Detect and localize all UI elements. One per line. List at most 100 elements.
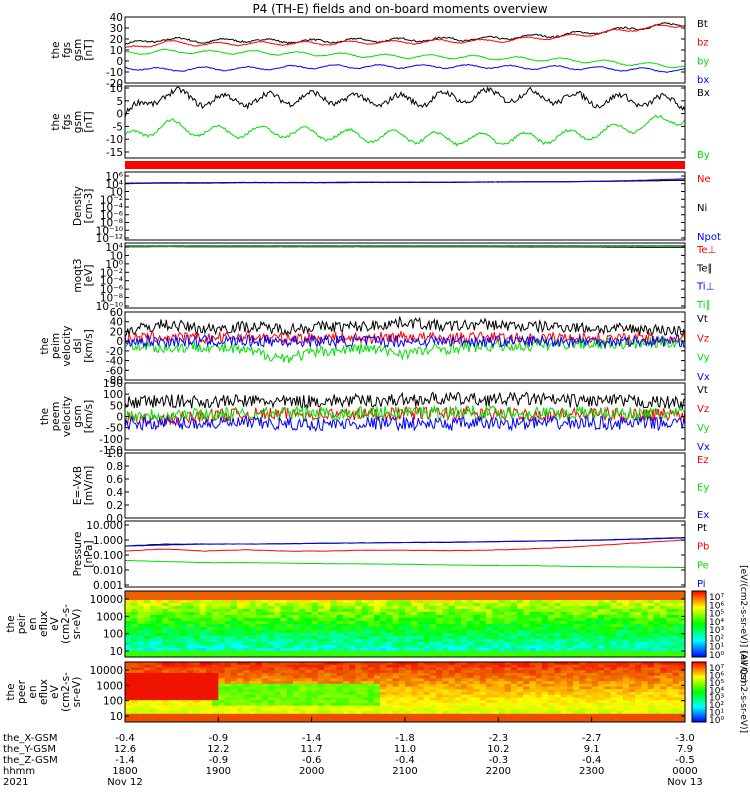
xaxis-row-label: hhmm [3, 766, 35, 777]
heatmap-cell [156, 627, 163, 631]
heatmap-cell [542, 609, 549, 613]
heatmap-cell [492, 651, 499, 655]
heatmap-cell [635, 600, 642, 604]
ytick-label: 1000 [96, 611, 123, 623]
heatmap-cell [343, 603, 350, 607]
heatmap-cell [430, 633, 437, 637]
heatmap-cell [648, 639, 655, 643]
heatmap-cell [225, 648, 232, 652]
heatmap-cell [150, 615, 157, 619]
heatmap-cell [262, 606, 269, 610]
heatmap-cell [467, 603, 474, 607]
heatmap-cell [386, 636, 393, 640]
heatmap-cell [455, 618, 462, 622]
heatmap-cell [380, 624, 387, 628]
heatmap-cell [212, 618, 219, 622]
heatmap-cell [523, 618, 530, 622]
heatmap-cell [137, 642, 144, 646]
heatmap-cell [411, 609, 418, 613]
heatmap-cell [585, 639, 592, 643]
heatmap-cell [411, 612, 418, 616]
heatmap-cell [393, 600, 400, 604]
heatmap-cell [635, 594, 642, 598]
heatmap-cell [573, 612, 580, 616]
panel-frame [125, 453, 685, 518]
heatmap-cell [318, 648, 325, 652]
heatmap-cell [592, 627, 599, 631]
heatmap-cell [287, 633, 294, 637]
heatmap-cell [243, 600, 250, 604]
heatmap-cell [598, 612, 605, 616]
heatmap-cell [293, 597, 300, 601]
heatmap-cell [648, 591, 655, 595]
heatmap-cell [660, 633, 667, 637]
heatmap-cell [536, 594, 543, 598]
heatmap-cell [529, 633, 536, 637]
heatmap-cell [137, 618, 144, 622]
heatmap-cell [623, 597, 630, 601]
heatmap-cell [598, 591, 605, 595]
heatmap-cell [243, 591, 250, 595]
heatmap-cell [411, 624, 418, 628]
xtick-label: -1.4 [302, 733, 322, 744]
heatmap-cell [517, 600, 524, 604]
heatmap-cell [256, 621, 263, 625]
heatmap-cell [461, 609, 468, 613]
heatmap-cell [131, 633, 138, 637]
heatmap-cell [206, 639, 213, 643]
heatmap-cell [498, 615, 505, 619]
heatmap-cell [337, 633, 344, 637]
legend-entry: bz [697, 38, 709, 49]
heatmap-cell [573, 642, 580, 646]
heatmap-cell [517, 651, 524, 655]
heatmap-cell [355, 603, 362, 607]
xtick-label: Nov 12 [107, 777, 142, 788]
heatmap-cell [169, 648, 176, 652]
heatmap-cell [679, 639, 686, 643]
heatmap-cell [498, 630, 505, 634]
heatmap-cell [523, 600, 530, 604]
heatmap-cell [274, 624, 281, 628]
heatmap-cell [137, 597, 144, 601]
heatmap-cell [144, 639, 151, 643]
heatmap-cell [330, 618, 337, 622]
legend-entry: Pi [697, 579, 706, 590]
heatmap-cell [200, 597, 207, 601]
heatmap-cell [337, 612, 344, 616]
heatmap-cell [561, 627, 568, 631]
heatmap-cell [393, 591, 400, 595]
heatmap-cell [542, 618, 549, 622]
heatmap-cell [243, 633, 250, 637]
heatmap-cell [585, 633, 592, 637]
heatmap-cell [548, 615, 555, 619]
heatmap-cell [467, 615, 474, 619]
heatmap-cell [480, 600, 487, 604]
heatmap-cell [187, 591, 194, 595]
heatmap-cell [181, 645, 188, 649]
heatmap-cell [436, 594, 443, 598]
heatmap-cell [225, 618, 232, 622]
colorbar [692, 591, 706, 657]
heatmap-cell [567, 642, 574, 646]
legend-entry: Ey [697, 483, 709, 494]
heatmap-cell [324, 603, 331, 607]
heatmap-cell [125, 636, 132, 640]
heatmap-cell [386, 648, 393, 652]
heatmap-cell [330, 591, 337, 595]
heatmap-cell [424, 591, 431, 595]
heatmap-cell [592, 600, 599, 604]
heatmap-cell [355, 645, 362, 649]
heatmap-cell [660, 597, 667, 601]
heatmap-cell [480, 636, 487, 640]
heatmap-cell [473, 597, 480, 601]
heatmap-cell [542, 639, 549, 643]
series-line [125, 179, 685, 184]
heatmap-cell [249, 627, 256, 631]
heatmap-cell [337, 615, 344, 619]
heatmap-cell [181, 621, 188, 625]
heatmap-cell [461, 615, 468, 619]
heatmap-cell [212, 606, 219, 610]
heatmap-cell [349, 651, 356, 655]
heatmap-cell [380, 639, 387, 643]
heatmap-cell [243, 618, 250, 622]
